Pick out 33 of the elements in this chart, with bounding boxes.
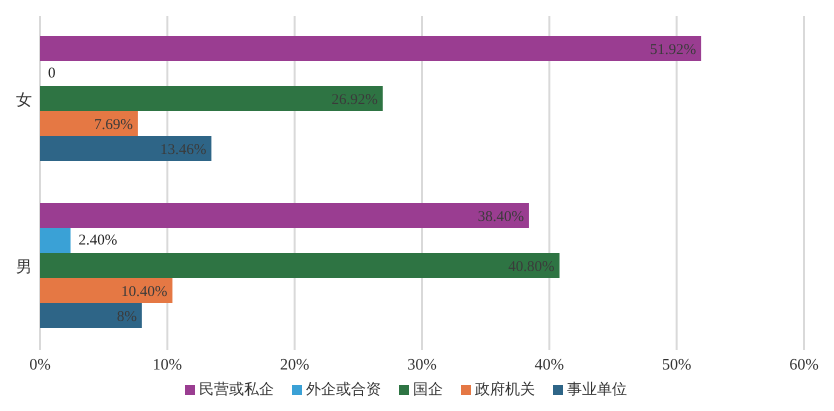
data-label: 26.92% <box>332 92 378 108</box>
y-tick-label: 女 <box>16 92 32 110</box>
x-tick-label: 30% <box>407 356 437 374</box>
bar <box>40 228 71 254</box>
data-label: 7.69% <box>94 116 133 133</box>
legend-label: 外企或合资 <box>306 380 381 399</box>
bar <box>40 136 212 162</box>
bar <box>40 278 172 304</box>
bar <box>40 36 702 62</box>
y-tick-label: 男 <box>16 259 32 276</box>
bar <box>40 253 560 278</box>
legend-label: 民营或私企 <box>199 380 274 399</box>
data-label: 13.46% <box>160 142 206 158</box>
data-label: 38.40% <box>478 208 524 225</box>
data-label: 10.40% <box>121 284 168 300</box>
legend-label: 政府机关 <box>475 380 535 399</box>
legend-label: 事业单位 <box>567 380 627 399</box>
x-tick-label: 10% <box>152 356 182 374</box>
data-label: 2.40% <box>78 232 118 249</box>
x-tick-label: 60% <box>789 356 819 374</box>
data-label: 8% <box>116 308 137 325</box>
data-label: 40.80% <box>508 258 555 275</box>
legend-label: 国企 <box>413 381 443 399</box>
bar <box>40 111 138 136</box>
x-tick-label: 40% <box>534 356 564 374</box>
bar <box>40 86 383 112</box>
bar <box>40 303 142 328</box>
x-tick-label: 0% <box>29 356 51 374</box>
x-tick-label: 20% <box>280 356 310 374</box>
data-label: 0 <box>48 66 56 82</box>
data-label: 51.92% <box>650 42 696 58</box>
x-tick-label: 50% <box>662 356 692 374</box>
bar <box>40 203 529 228</box>
